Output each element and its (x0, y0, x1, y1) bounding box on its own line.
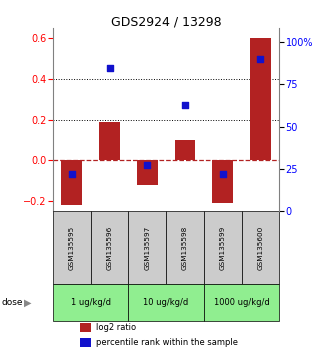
Point (145, 162, 150, 168)
Bar (99, 122, 120, 160)
Bar (61, 160, 82, 205)
Point (69, 171, 74, 177)
Title: GDS2924 / 13298: GDS2924 / 13298 (111, 15, 221, 28)
Point (182, 102, 187, 108)
Bar (204, 211, 241, 284)
Text: GSM135599: GSM135599 (220, 225, 226, 270)
Text: dose: dose (2, 298, 23, 307)
Bar (212, 160, 233, 203)
Bar (53, 284, 128, 321)
Text: 1000 ug/kg/d: 1000 ug/kg/d (214, 298, 269, 307)
Point (258, 56, 263, 62)
Bar (53, 211, 91, 284)
Bar (80, 323, 91, 332)
Text: GSM135596: GSM135596 (107, 225, 113, 270)
Text: percentile rank within the sample: percentile rank within the sample (96, 338, 238, 347)
Text: GSM135598: GSM135598 (182, 225, 188, 270)
Point (220, 171, 225, 177)
Bar (80, 338, 91, 347)
Bar (128, 211, 166, 284)
Text: 10 ug/kg/d: 10 ug/kg/d (143, 298, 189, 307)
Bar (91, 211, 128, 284)
Bar (128, 284, 204, 321)
Text: GSM135597: GSM135597 (144, 225, 150, 270)
Bar (175, 140, 195, 160)
Bar (137, 160, 158, 184)
Text: GSM135600: GSM135600 (257, 225, 264, 270)
Point (107, 65, 112, 70)
Bar (204, 284, 279, 321)
Text: log2 ratio: log2 ratio (96, 323, 136, 332)
Bar (250, 39, 271, 160)
Text: ▶: ▶ (24, 297, 31, 307)
Text: 1 ug/kg/d: 1 ug/kg/d (71, 298, 111, 307)
Text: GSM135595: GSM135595 (69, 225, 75, 270)
Bar (166, 211, 204, 284)
Bar (241, 211, 279, 284)
